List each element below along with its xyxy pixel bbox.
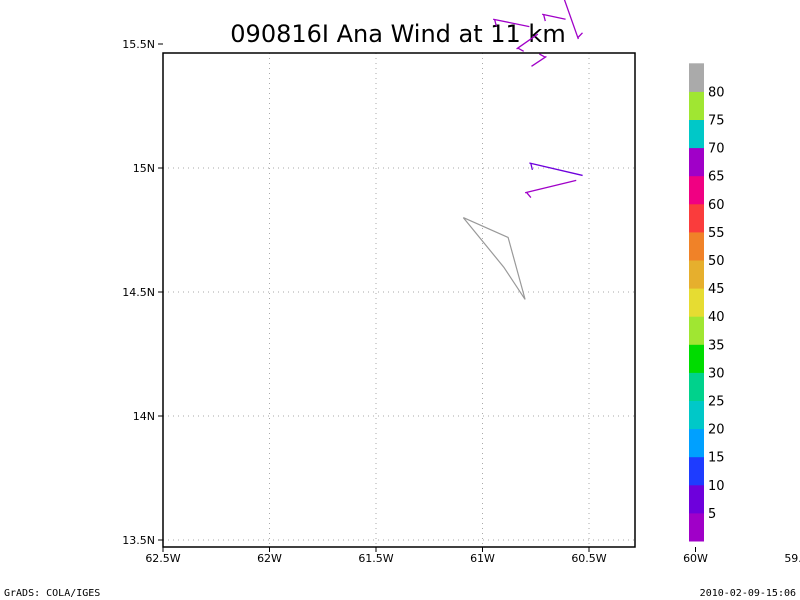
colorbar-segment xyxy=(689,91,704,120)
y-tick-label: 14N xyxy=(133,410,155,423)
wind-barb xyxy=(524,179,577,198)
colorbar-label: 55 xyxy=(708,226,725,241)
wind-barb-shaft xyxy=(563,0,579,40)
plot-frame xyxy=(162,52,636,548)
grid-lines xyxy=(163,53,635,547)
colorbar-segment xyxy=(689,231,704,261)
wind-barb-shaft xyxy=(542,13,566,20)
wind-barb-shaft xyxy=(531,55,547,67)
colorbar-label: 15 xyxy=(708,451,725,466)
wind-barb-flag xyxy=(493,19,497,27)
wind-barb xyxy=(531,53,547,67)
colorbar-segment xyxy=(689,372,704,401)
wind-barb xyxy=(542,13,566,22)
footer-credit: GrADS: COLA/IGES xyxy=(4,588,100,599)
colorbar-segment xyxy=(689,175,704,205)
colorbar-segment xyxy=(689,316,704,345)
colorbar-segment xyxy=(689,119,704,149)
y-tick-label: 15.5N xyxy=(122,38,155,51)
x-tick-label: 62.5W xyxy=(145,552,180,565)
colorbar-label: 80 xyxy=(708,85,725,100)
y-tick-label: 15N xyxy=(133,162,155,175)
colorbar-segment xyxy=(689,203,704,233)
colorbar-label: 50 xyxy=(708,254,725,269)
wind-barb-flag xyxy=(542,14,546,22)
coastline xyxy=(462,217,526,300)
wind-barb-flag xyxy=(539,53,546,58)
chart-title: 090816I Ana Wind at 11 km xyxy=(230,20,565,48)
colorbar-segment xyxy=(689,147,704,177)
colorbar-label: 70 xyxy=(708,142,725,157)
colorbar-segment xyxy=(689,512,704,542)
wind-barb-shaft xyxy=(516,33,539,50)
wind-barbs xyxy=(493,0,583,198)
colorbar-segment xyxy=(689,456,704,486)
wind-barb-flag xyxy=(526,192,532,198)
colorbar-segment xyxy=(689,63,704,92)
colorbar-segment xyxy=(689,344,704,373)
wind-barb xyxy=(516,33,539,52)
colorbar-label: 5 xyxy=(708,507,716,522)
x-tick-label: 60W xyxy=(683,552,708,565)
coastlines xyxy=(462,217,526,300)
colorbar: 5 10 15 20 25 30 35 40 45 50 55 60 65 70 75 80 xyxy=(689,63,725,542)
colorbar-segment xyxy=(689,260,704,289)
colorbar-label: 65 xyxy=(708,170,725,185)
y-tick-label: 14.5N xyxy=(122,286,155,299)
wind-barb-flag xyxy=(517,47,525,52)
y-tick-label: 13.5N xyxy=(122,534,155,547)
wind-barb-shaft xyxy=(524,179,577,194)
colorbar-segment xyxy=(689,288,704,317)
wind-barb-flag xyxy=(530,163,534,171)
colorbar-label: 75 xyxy=(708,114,725,129)
x-tick-label: 61W xyxy=(470,552,495,565)
colorbar-segment xyxy=(689,400,704,430)
colorbar-label: 45 xyxy=(708,282,725,297)
colorbar-label: 10 xyxy=(708,479,725,494)
wind-barb-shaft xyxy=(529,162,583,177)
colorbar-segment xyxy=(689,484,704,514)
colorbar-label: 35 xyxy=(708,338,725,353)
x-tick-label: 60.5W xyxy=(571,552,606,565)
colorbar-label: 25 xyxy=(708,395,725,410)
footer-timestamp: 2010-02-09-15:06 xyxy=(700,588,796,599)
wind-barb xyxy=(563,0,583,40)
wind-barb-shaft xyxy=(493,18,530,28)
wind-barb xyxy=(529,162,583,177)
x-tick-label: 59.5W xyxy=(784,552,800,565)
colorbar-label: 20 xyxy=(708,423,725,438)
colorbar-segment xyxy=(689,428,704,458)
colorbar-label: 40 xyxy=(708,310,725,325)
x-tick-label: 61.5W xyxy=(358,552,393,565)
colorbar-label: 30 xyxy=(708,366,725,381)
colorbar-label: 60 xyxy=(708,198,725,213)
x-tick-label: 62W xyxy=(257,552,282,565)
wind-barb xyxy=(493,18,530,28)
wind-barb-flag xyxy=(577,32,583,39)
